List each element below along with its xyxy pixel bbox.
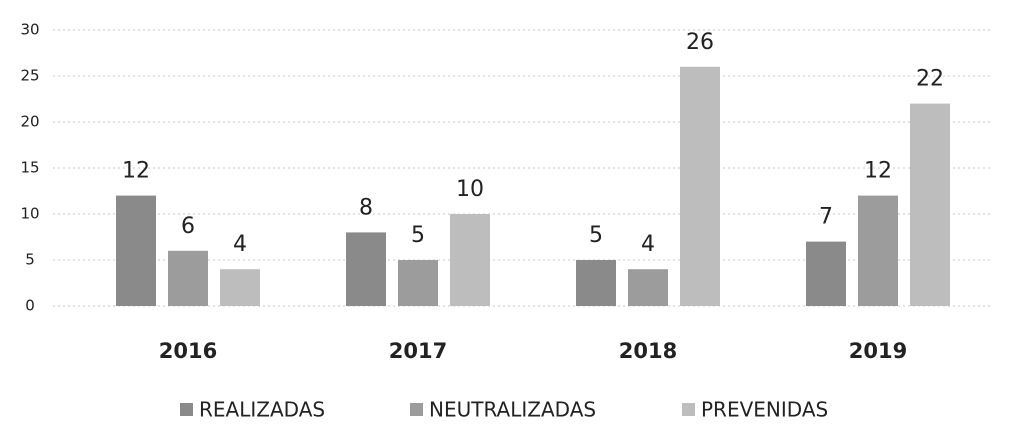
legend-swatch: [410, 403, 423, 416]
data-label: 4: [641, 232, 655, 257]
x-tick-label: 2018: [619, 339, 677, 363]
bar: [858, 195, 898, 306]
y-tick-label: 25: [20, 67, 39, 85]
legend-label: NEUTRALIZADAS: [429, 398, 596, 422]
bar: [398, 260, 438, 306]
legend-label: REALIZADAS: [199, 398, 325, 422]
data-label: 26: [686, 30, 714, 55]
data-label: 5: [411, 223, 425, 248]
x-tick-label: 2016: [159, 339, 217, 363]
x-tick-label: 2019: [849, 339, 907, 363]
bar: [450, 214, 490, 306]
data-label: 5: [589, 223, 603, 248]
data-label: 12: [122, 159, 150, 184]
bar: [116, 195, 156, 306]
y-tick-label: 10: [20, 205, 39, 223]
x-tick-label: 2017: [389, 339, 447, 363]
bar: [806, 241, 846, 306]
legend-swatch: [682, 403, 695, 416]
data-label: 22: [916, 67, 944, 92]
legend-label: PREVENIDAS: [701, 398, 828, 422]
y-tick-label: 20: [20, 113, 39, 131]
bar: [346, 232, 386, 306]
legend-swatch: [180, 403, 193, 416]
bar: [910, 103, 950, 306]
data-label: 6: [181, 214, 195, 239]
bar: [168, 250, 208, 306]
y-tick-label: 5: [25, 251, 35, 269]
data-label: 10: [456, 177, 484, 202]
data-label: 7: [819, 205, 833, 230]
bar: [220, 269, 260, 306]
y-tick-label: 30: [20, 21, 39, 39]
y-tick-label: 15: [20, 159, 39, 177]
bar: [680, 66, 720, 306]
data-label: 8: [359, 195, 373, 220]
data-label: 4: [233, 232, 247, 257]
bar: [628, 269, 668, 306]
data-label: 12: [864, 159, 892, 184]
y-tick-label: 0: [25, 297, 35, 315]
bar: [576, 260, 616, 306]
